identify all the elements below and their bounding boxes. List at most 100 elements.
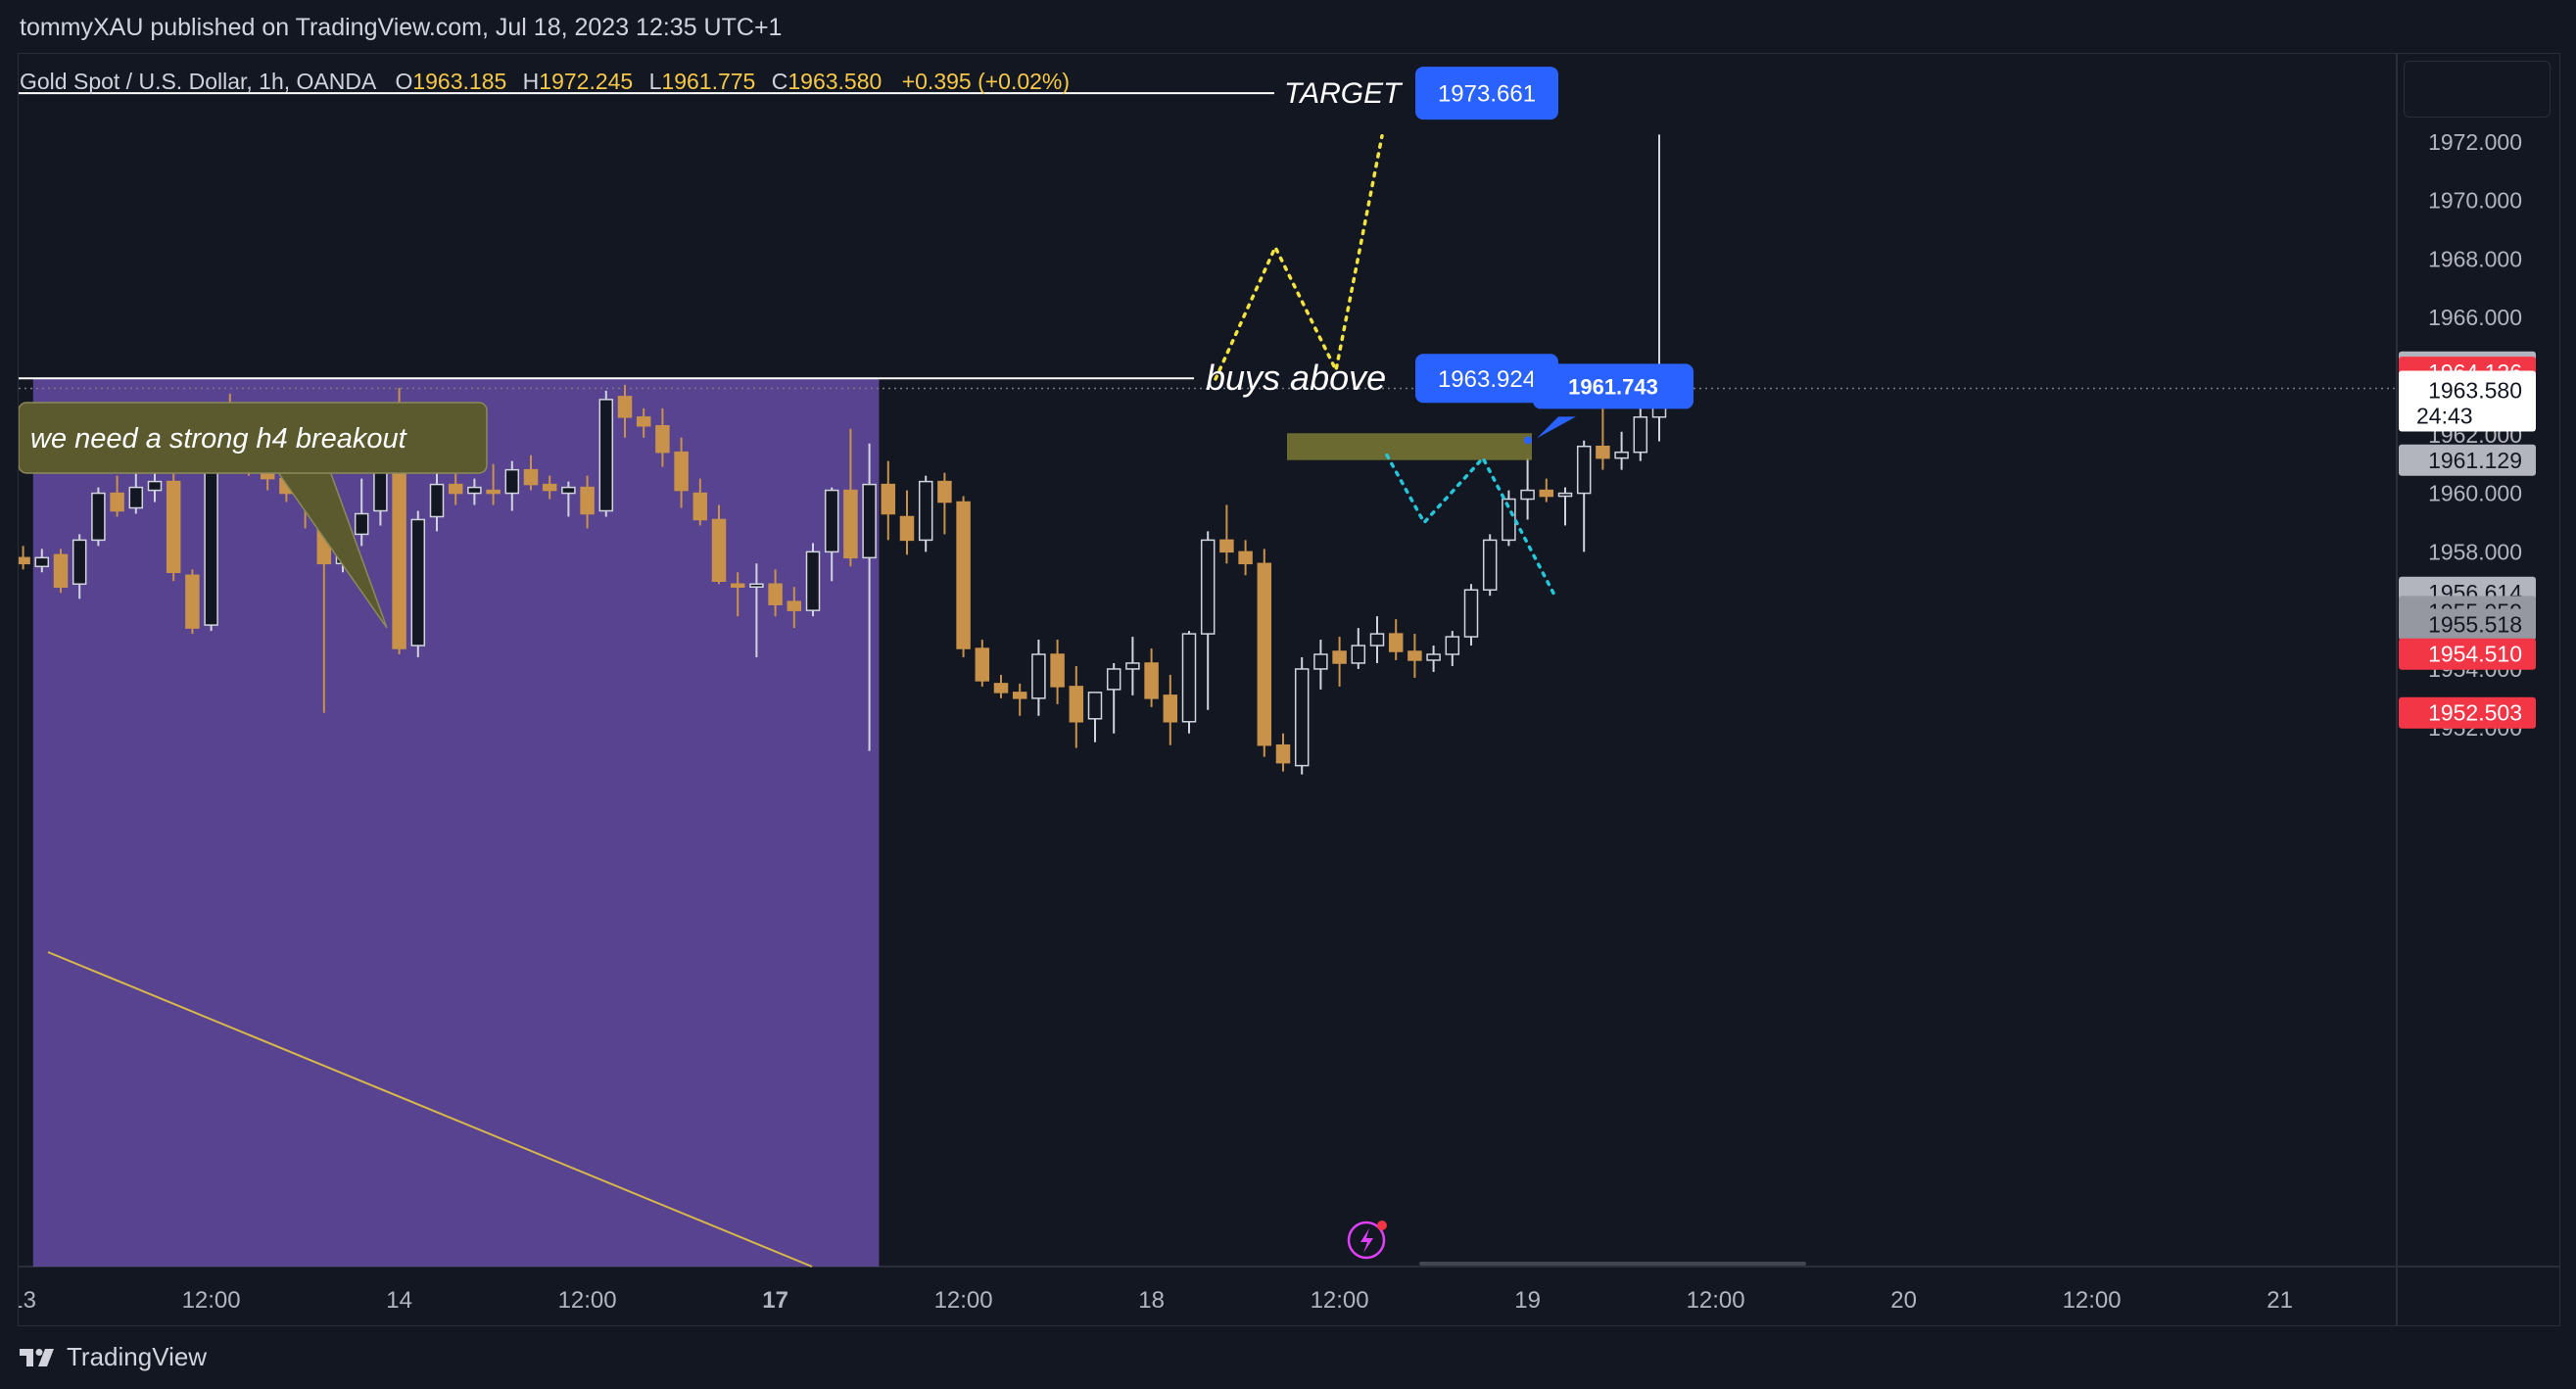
candle-body [975,647,990,682]
candle-body [561,486,576,495]
candle-body [19,556,30,565]
zone-callout-text: 1961.743 [1568,374,1658,399]
candle-body [711,518,727,582]
symbol-name[interactable]: Gold Spot / U.S. Dollar, 1h, OANDA [20,69,376,94]
y-tick-label: 1968.000 [2428,246,2522,271]
tradingview-wordmark: TradingView [67,1342,208,1371]
target-label: TARGET [1284,77,1404,110]
candle-body [598,399,614,512]
price-badge-label: 1961.129 [2428,448,2522,473]
candle-body [1388,633,1404,652]
current-price-label: 1963.580 [2428,378,2522,404]
tradingview-logo[interactable]: TradingView [20,1342,207,1372]
candle-body [617,396,633,418]
candle-body [1200,539,1216,635]
candle-body [1482,539,1498,591]
y-tick-label: 1970.000 [2428,188,2522,214]
candle-body [843,489,858,559]
candle-body [1163,694,1178,723]
candle-body [805,551,821,611]
ohlc-low: L1961.775 [648,69,756,94]
x-tick-label: 13 [19,1287,36,1314]
x-tick-label: 18 [1138,1287,1165,1314]
price-change: +0.395 (+0.02%) [901,69,1071,94]
candle-body [1294,668,1310,767]
chart-panel[interactable]: TARGET buys above 1973.661 1963.924 1961.743… [18,53,2560,1326]
candle-body [1520,489,1535,501]
lightning-glyph [1360,1228,1373,1253]
candle-body [429,483,445,518]
candle-body [1332,650,1347,664]
candle-body [110,492,124,512]
candle-body [768,583,783,605]
scroll-indicator [1419,1262,1806,1266]
range-box [32,377,880,1267]
candle-body [1050,653,1065,688]
candle-body [448,483,463,495]
candle-body [486,489,501,495]
candle-body [1614,451,1629,459]
candle-body [1596,445,1610,459]
y-tick-label: 1958.000 [2428,539,2522,564]
candle-body [1012,692,1027,699]
bearish-projection [1385,453,1558,600]
candle-body [1181,633,1197,723]
x-tick-label: 12:00 [558,1287,617,1314]
candle-body [1426,653,1441,661]
candle-body [53,553,69,588]
price-badge [2399,638,2536,670]
price-badge [2399,608,2536,641]
candle-body [1219,539,1234,553]
target-price-tag: 1973.661 [1438,81,1536,108]
bullish-projection [1214,134,1384,381]
candle-body [1576,445,1592,495]
candle-body [824,489,839,553]
candle-body [467,486,482,495]
symbol-legend: Gold Spot / U.S. Dollar, 1h, OANDA O1963… [20,69,1070,95]
lightning-icon [1347,1221,1386,1260]
callout-text: we need a strong h4 breakout [30,423,408,455]
candle-body [128,486,144,509]
zone-callout-box [1533,363,1693,409]
candle-body [504,468,520,495]
candle-body [1633,416,1648,454]
candle-body [918,480,933,542]
ohlc-open: O1963.185 [395,69,507,94]
candle-body [354,512,369,536]
x-tick-label: 12:00 [2063,1287,2122,1314]
tradingview-icon [20,1348,54,1366]
candle-body [91,492,106,542]
x-tick-label: 19 [1514,1287,1541,1314]
buys-price-tag: 1963.924 [1438,366,1536,393]
trendline [47,951,813,1268]
bar-countdown: 24:43 [2416,404,2473,429]
candle-body [655,425,670,454]
candle-body [730,583,745,588]
candle-body [542,483,557,492]
price-chart[interactable]: TARGET buys above 1973.661 1963.924 1961.743… [19,54,2559,1325]
candle-body [34,556,50,568]
price-badge-label: 1954.510 [2428,642,2522,667]
candle-body [1069,686,1084,723]
candle-body [1351,645,1366,664]
candle-body [1463,589,1479,638]
candle-body [937,480,952,503]
candle-body [993,683,1009,694]
candle-body [956,501,971,649]
x-tick-label: 17 [762,1287,788,1314]
candle-body [1275,743,1291,764]
candle-body [523,468,539,486]
candle-body [1125,662,1140,670]
candle-body [1557,492,1573,498]
x-tick-label: 14 [386,1287,412,1314]
x-tick-label: 21 [2266,1287,2293,1314]
candle-body [147,480,163,492]
scale-settings-box[interactable] [2404,61,2551,118]
candle-body [1369,633,1385,647]
candle-body [862,483,877,559]
publisher-credit: tommyXAU published on TradingView.com, J… [20,14,783,41]
candle-body [166,480,181,574]
y-tick-label: 1966.000 [2428,305,2522,330]
x-tick-label: 12:00 [934,1287,993,1314]
candle-body [1031,653,1046,699]
